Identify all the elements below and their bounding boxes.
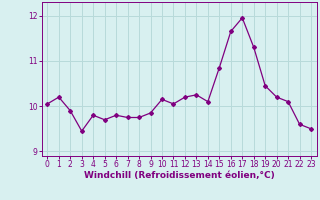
X-axis label: Windchill (Refroidissement éolien,°C): Windchill (Refroidissement éolien,°C) (84, 171, 275, 180)
